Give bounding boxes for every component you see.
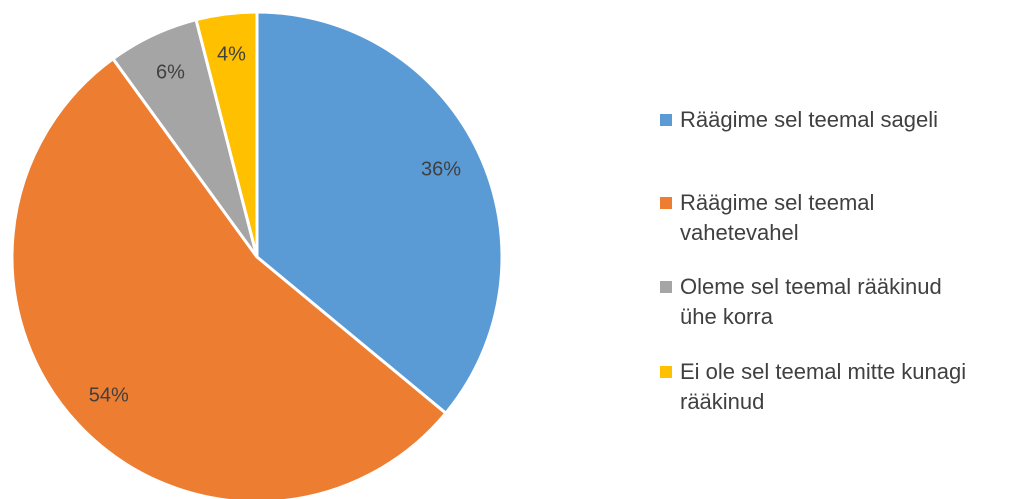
data-label: 6% xyxy=(156,61,185,83)
legend-entry: Oleme sel teemal rääkinud ühe korra xyxy=(660,272,972,332)
legend-entry: Räägime sel teemal sageli xyxy=(660,105,972,135)
legend-swatch xyxy=(660,281,672,293)
pie-slice xyxy=(255,10,504,416)
legend-label: Räägime sel teemal sageli xyxy=(680,107,939,132)
data-label: 4% xyxy=(217,44,246,66)
pie-slice xyxy=(194,10,259,258)
legend-swatch xyxy=(660,114,672,126)
legend-swatch xyxy=(660,366,672,378)
legend-label: Oleme sel teemal rääkinud ühe korra xyxy=(680,274,942,329)
data-label: 36% xyxy=(421,159,461,181)
legend-entry: Ei ole sel teemal mitte kunagi rääkinud xyxy=(660,357,972,417)
legend-entry: Räägime sel teemal vahetevahel xyxy=(660,188,972,248)
pie-slice xyxy=(10,56,448,499)
legend-label: Räägime sel teemal vahetevahel xyxy=(680,190,875,245)
legend-label: Ei ole sel teemal mitte kunagi rääkinud xyxy=(680,359,967,414)
legend-swatch xyxy=(660,197,672,209)
data-label: 54% xyxy=(89,384,129,406)
